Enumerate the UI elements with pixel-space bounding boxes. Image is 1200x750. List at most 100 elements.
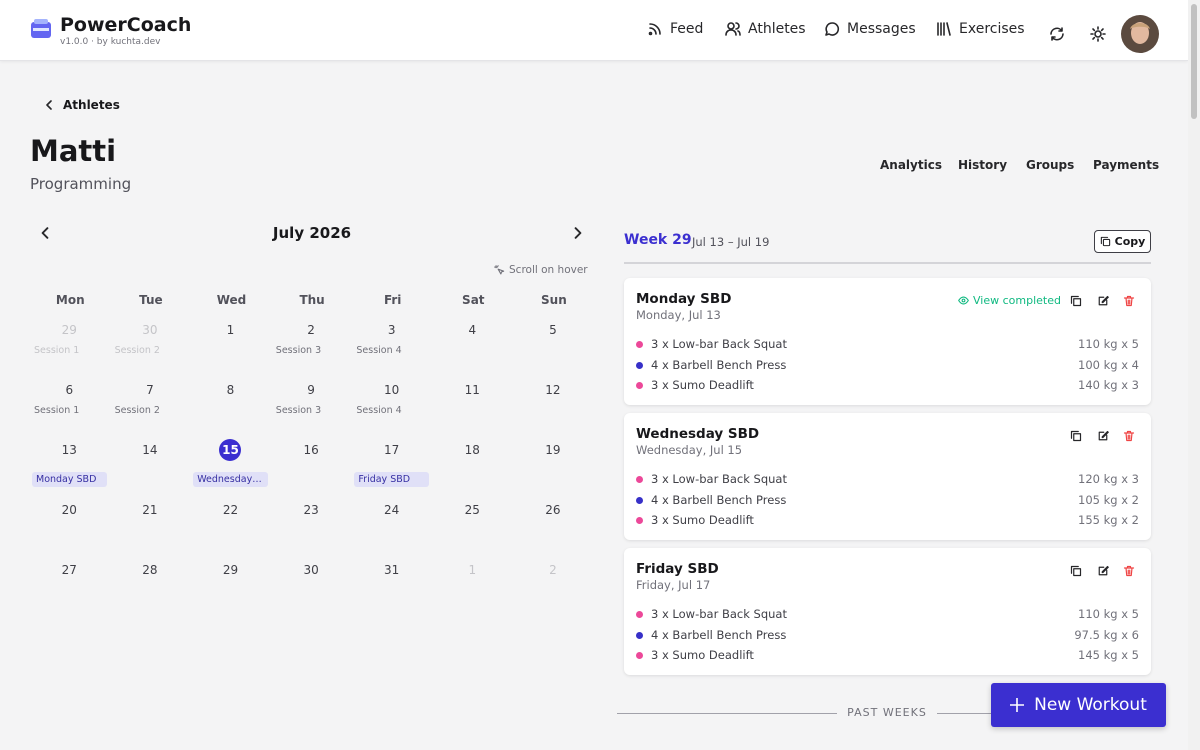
calendar-day[interactable]: 11 (433, 379, 512, 435)
calendar-day[interactable]: 17 Friday SBD (352, 439, 431, 495)
scroll-hint: Scroll on hover (494, 264, 588, 276)
calendar-day[interactable]: 18 (433, 439, 512, 495)
copy-workout[interactable] (1070, 430, 1082, 442)
calendar-day[interactable]: 29 (191, 559, 270, 615)
day-number: 15 (219, 439, 242, 461)
edit-workout[interactable] (1097, 295, 1109, 307)
calendar-day[interactable]: 22 (191, 499, 270, 555)
calendar-day[interactable]: 2 Session 3 (272, 319, 351, 375)
exercise-load: 110 kg x 5 (1078, 337, 1139, 351)
workout-card[interactable]: Monday SBD Monday, Jul 13 View completed 3 … (624, 278, 1151, 405)
exercise-load: 100 kg x 4 (1078, 357, 1139, 372)
exercise-load: 97.5 kg x 6 (1074, 627, 1139, 642)
prev-month[interactable] (39, 227, 51, 239)
day-number: 12 (545, 383, 561, 397)
nav-label: Athletes (748, 21, 806, 37)
calendar-day[interactable]: 24 (352, 499, 431, 555)
calendar-day[interactable]: 30 Session 2 (111, 319, 190, 375)
calendar-day[interactable]: 1 (191, 319, 270, 375)
tab[interactable]: Analytics (880, 158, 942, 172)
copy-week-button[interactable]: Copy (1094, 230, 1151, 253)
calendar-day[interactable]: 15 Wednesday SBD (191, 439, 270, 495)
day-number: 25 (464, 503, 480, 517)
calendar-day[interactable]: 1 (433, 559, 512, 615)
calendar-day[interactable]: 25 (433, 499, 512, 555)
calendar-day[interactable]: 2 (514, 559, 593, 615)
edit-workout[interactable] (1097, 565, 1109, 577)
exercise-dot (636, 652, 643, 659)
calendar-day[interactable]: 20 (30, 499, 109, 555)
calendar-month: July 2026 (272, 224, 352, 242)
exercise-dot (636, 341, 643, 348)
exercise-dot (636, 517, 643, 524)
calendar-day[interactable]: 8 (191, 379, 270, 435)
calendar-day[interactable]: 13 Monday SBD (30, 439, 109, 495)
edit-workout[interactable] (1097, 430, 1109, 442)
calendar-day[interactable]: 21 (111, 499, 190, 555)
calendar-day[interactable]: 23 (272, 499, 351, 555)
nav-exercises[interactable]: Exercises (936, 21, 1025, 37)
avatar[interactable] (1121, 15, 1159, 53)
copy-workout[interactable] (1070, 295, 1082, 307)
day-number: 17 (384, 443, 400, 457)
scrollbar (1188, 0, 1200, 750)
nav-athletes[interactable]: Athletes (725, 21, 806, 37)
calendar-day[interactable]: 16 (272, 439, 351, 495)
workout-card[interactable]: Wednesday SBD Wednesday, Jul 15 3 x Low-ba… (624, 413, 1151, 540)
new-workout-button[interactable]: New Workout (991, 683, 1166, 727)
calendar-day[interactable]: 9 Session 3 (272, 379, 351, 435)
calendar-day[interactable]: 29 Session 1 (30, 319, 109, 375)
nav-messages[interactable]: Messages (824, 21, 916, 37)
calendar-day[interactable]: 27 (30, 559, 109, 615)
calendar-day[interactable]: 10 Session 4 (352, 379, 431, 435)
calendar-day[interactable]: 31 (352, 559, 431, 615)
session-label: Session 2 (114, 345, 160, 356)
delete-workout[interactable] (1123, 565, 1135, 577)
day-number: 24 (384, 503, 400, 517)
calendar-day[interactable]: 26 (514, 499, 593, 555)
calendar-day[interactable]: 19 (514, 439, 593, 495)
delete-workout[interactable] (1123, 295, 1135, 307)
calendar-day[interactable]: 12 (514, 379, 593, 435)
calendar-day[interactable]: 3 Session 4 (352, 319, 431, 375)
nav-label: Feed (670, 21, 704, 37)
day-number: 1 (468, 563, 477, 577)
calendar-day[interactable]: 4 (433, 319, 512, 375)
workout-card[interactable]: Friday SBD Friday, Jul 17 3 x Low-bar Back… (624, 548, 1151, 675)
day-number: 9 (307, 383, 315, 397)
session-label: Session 4 (356, 345, 402, 356)
day-number: 22 (222, 503, 239, 517)
delete-workout[interactable] (1123, 430, 1135, 442)
session-label: Session 1 (34, 405, 80, 416)
tab[interactable]: Payments (1093, 158, 1160, 172)
nav-feed[interactable]: Feed (647, 21, 703, 37)
day-number: 16 (303, 443, 319, 457)
refresh-button[interactable] (1049, 26, 1065, 42)
day-number: 19 (545, 443, 561, 457)
calendar-day[interactable]: 6 Session 1 (30, 379, 109, 435)
calendar-day[interactable]: 30 (272, 559, 351, 615)
scrollbar-thumb[interactable] (1191, 4, 1197, 119)
calendar-day[interactable]: 7 Session 2 (111, 379, 190, 435)
theme-toggle[interactable] (1090, 26, 1106, 42)
tab[interactable]: Groups (1026, 158, 1075, 172)
next-month[interactable] (572, 227, 584, 239)
nav-label: Messages (847, 21, 916, 37)
breadcrumb[interactable]: Athletes (44, 98, 120, 112)
calendar-day[interactable]: 14 (111, 439, 190, 495)
calendar-day[interactable]: 28 (111, 559, 190, 615)
day-number: 10 (384, 383, 400, 397)
tab[interactable]: History (958, 158, 1008, 172)
logo (31, 19, 51, 38)
view-completed[interactable]: View completed (958, 294, 1061, 307)
workout-title: Wednesday SBD (636, 426, 760, 442)
button-label: Copy (1114, 235, 1146, 248)
app-version: v1.0.0 · by kuchta.dev (60, 37, 161, 47)
session-label: Session 3 (275, 405, 322, 416)
copy-workout[interactable] (1070, 565, 1082, 577)
exercise-name: 3 x Low-bar Back Squat (651, 607, 787, 621)
workout-chip: Monday SBD (32, 472, 107, 487)
day-number: 8 (226, 383, 235, 397)
calendar-day[interactable]: 5 (514, 319, 593, 375)
